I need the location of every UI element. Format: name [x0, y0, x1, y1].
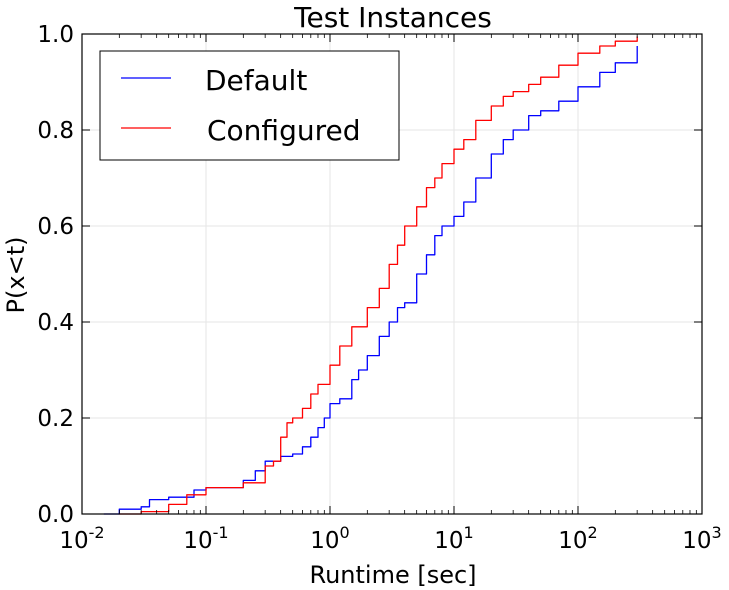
- plot-frame: [81, 33, 703, 515]
- series-lines: [103, 36, 638, 515]
- tick-labels: 10-2 10-1 100 101 102 103 0.0 0.2 0.4 0.6 0.8 1.0: [37, 22, 721, 554]
- x-tick-label: 100: [310, 523, 349, 554]
- legend-label-configured: Configured: [207, 114, 360, 147]
- y-tick-label: 0.4: [37, 310, 74, 336]
- y-axis-title: P(x<t): [2, 237, 30, 314]
- y-tick-label: 0.8: [37, 118, 74, 144]
- x-tick-label: 10-2: [59, 523, 104, 554]
- y-tick-label: 0.0: [37, 502, 74, 528]
- x-axis-title: Runtime [sec]: [309, 561, 476, 589]
- y-tick-label: 0.6: [37, 214, 74, 240]
- legend: Default Configured: [99, 50, 400, 161]
- legend-label-default: Default: [205, 64, 307, 97]
- legend-box: [99, 50, 400, 161]
- x-tick-label: 101: [434, 523, 473, 554]
- chart-title: Test Instances: [293, 1, 492, 34]
- y-tick-label: 1.0: [37, 22, 74, 48]
- x-tick-label: 103: [682, 523, 721, 554]
- x-tick-label: 102: [558, 523, 597, 554]
- x-tick-label: 10-1: [183, 523, 228, 554]
- series-line-configured: [119, 36, 638, 515]
- y-tick-label: 0.2: [37, 406, 74, 432]
